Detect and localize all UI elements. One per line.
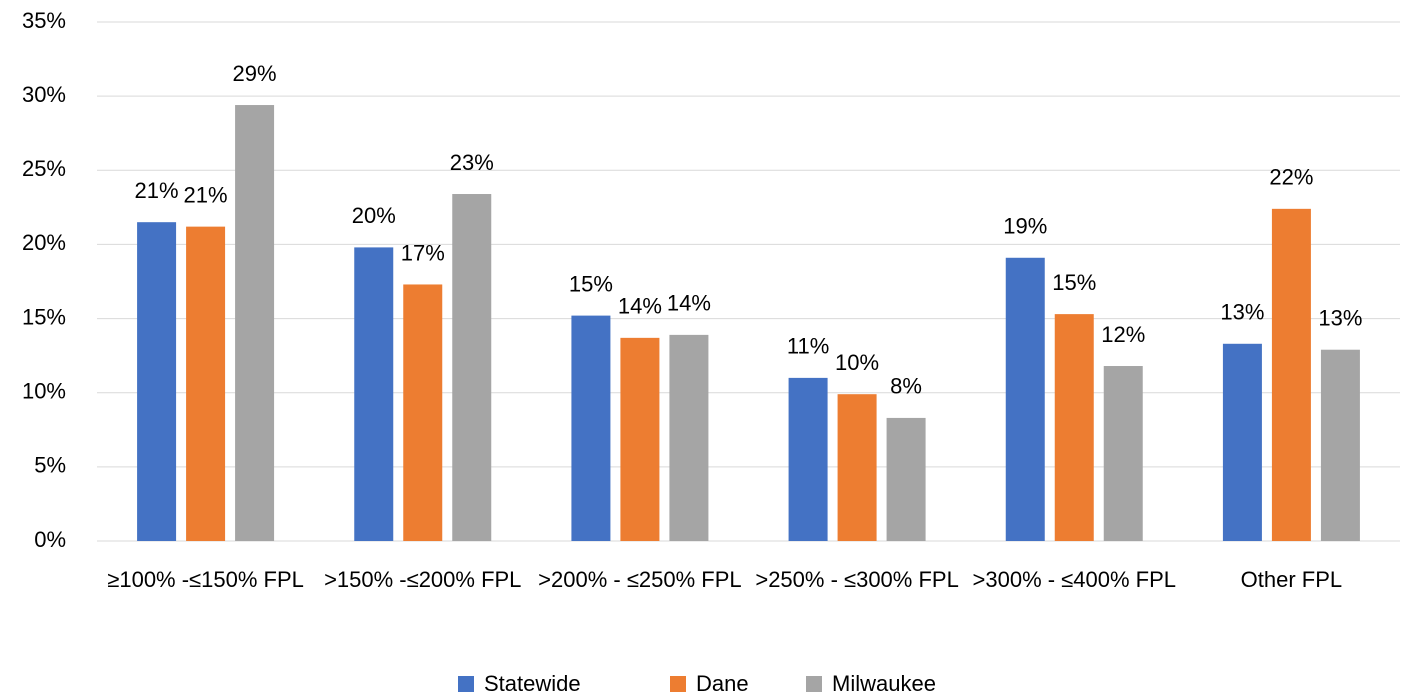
bar (1103, 366, 1143, 541)
bar (403, 284, 443, 541)
data-label: 23% (450, 150, 494, 175)
bar (235, 105, 275, 541)
data-label: 12% (1101, 322, 1145, 347)
legend-label: Statewide (484, 671, 581, 696)
data-label: 13% (1318, 306, 1362, 331)
data-label: 17% (401, 240, 445, 265)
bar (1005, 257, 1045, 541)
bar (1320, 349, 1360, 541)
data-label: 14% (667, 291, 711, 316)
y-tick-label: 30% (22, 82, 66, 107)
y-tick-label: 10% (22, 379, 66, 404)
bar (1222, 343, 1262, 541)
y-tick-label: 20% (22, 230, 66, 255)
data-label: 10% (835, 350, 879, 375)
y-tick-label: 25% (22, 156, 66, 181)
legend-swatch (670, 676, 686, 692)
data-label: 21% (184, 182, 228, 207)
data-label: 8% (890, 374, 922, 399)
data-label: 19% (1003, 214, 1047, 239)
data-label: 15% (1052, 270, 1096, 295)
data-label: 20% (352, 203, 396, 228)
legend-label: Milwaukee (832, 671, 936, 696)
bar (186, 226, 226, 542)
data-label: 11% (787, 334, 829, 359)
bar (452, 194, 492, 542)
bar (354, 247, 394, 541)
data-label: 13% (1220, 300, 1264, 325)
data-label: 14% (618, 294, 662, 319)
legend-label: Dane (696, 671, 749, 696)
bar (571, 315, 611, 541)
bar (1271, 208, 1311, 541)
y-tick-label: 35% (22, 8, 66, 33)
bar (137, 222, 177, 541)
bar (788, 377, 828, 541)
x-tick-label: Other FPL (1240, 567, 1343, 592)
bar (886, 417, 926, 541)
y-tick-label: 15% (22, 304, 66, 329)
legend-swatch (458, 676, 474, 692)
bar (620, 337, 660, 541)
data-label: 29% (233, 61, 277, 86)
x-tick-label: ≥100% -≤150% FPL (107, 567, 304, 592)
x-tick-label: >250% - ≤300% FPL (755, 567, 959, 592)
data-label: 15% (569, 271, 613, 296)
legend-swatch (806, 676, 822, 692)
x-tick-label: >300% - ≤400% FPL (972, 567, 1176, 592)
bar (837, 394, 877, 541)
y-tick-label: 5% (34, 453, 66, 478)
x-tick-label: >150% -≤200% FPL (324, 567, 522, 592)
data-label: 22% (1269, 165, 1313, 190)
bar (669, 334, 709, 541)
bar (1054, 314, 1094, 541)
y-tick-label: 0% (34, 527, 66, 552)
data-label: 21% (135, 178, 179, 203)
x-tick-label: >200% - ≤250% FPL (538, 567, 742, 592)
